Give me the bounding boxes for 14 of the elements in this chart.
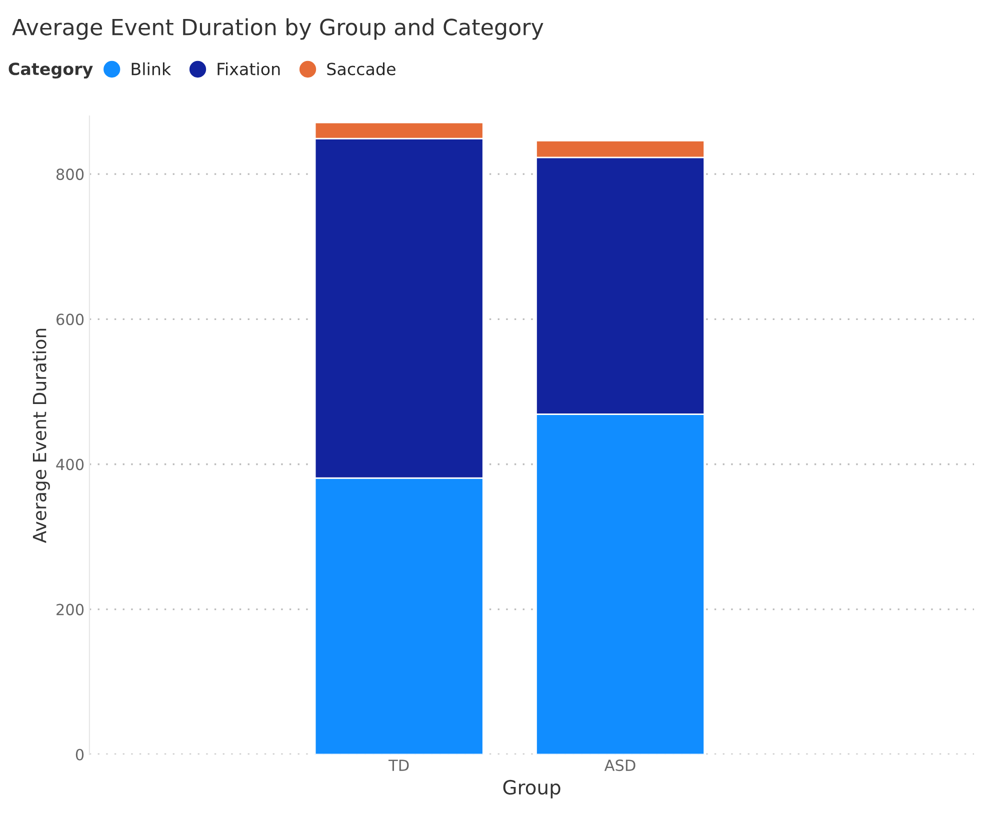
y-tick-label: 400 [56, 458, 84, 470]
y-tick-label: 0 [76, 748, 84, 760]
legend-label: Fixation [218, 62, 280, 76]
x-axis-title: Group [503, 780, 560, 798]
y-tick-label: 200 [56, 604, 84, 616]
x-tick-label: TD [388, 760, 409, 771]
y-tick-label: 800 [56, 168, 84, 180]
x-tick-label: ASD [604, 760, 636, 772]
legend-label: Saccade [327, 62, 396, 76]
y-tick-label: 600 [56, 314, 84, 326]
legend-label: Blink [132, 62, 172, 76]
legend-title: Category [8, 62, 93, 79]
chart-title: Average Event Duration by Group and Category [12, 18, 544, 40]
y-axis-title: Average Event Duration [32, 328, 50, 543]
